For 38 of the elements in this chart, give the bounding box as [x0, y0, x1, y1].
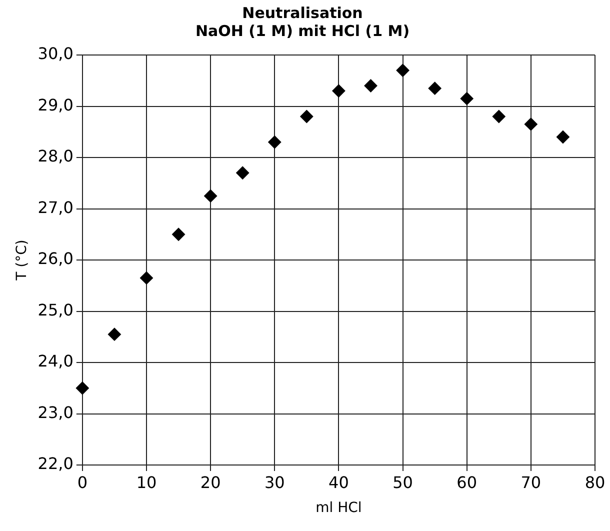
point	[204, 189, 218, 202]
x-tick-label: 10	[136, 472, 157, 492]
point	[140, 271, 153, 284]
point	[460, 92, 474, 106]
y-tick-label: 28,0	[38, 146, 74, 166]
x-tick-label: 30	[264, 472, 285, 492]
point	[492, 110, 506, 123]
point	[524, 118, 538, 131]
point	[396, 64, 410, 77]
point	[428, 82, 442, 95]
y-tick-label: 29,0	[38, 95, 74, 114]
y-axis-title: T (°C)	[14, 240, 30, 282]
x-tick-label: 20	[200, 472, 221, 492]
point	[556, 130, 570, 144]
point	[268, 136, 282, 149]
x-tick-label: 50	[392, 472, 413, 492]
y-tick-label: 22,0	[38, 454, 74, 474]
y-tick-label: 23,0	[38, 402, 74, 422]
point	[172, 228, 186, 241]
y-tick-label: 30,0	[38, 44, 74, 64]
point	[364, 79, 378, 92]
point	[236, 166, 250, 180]
x-tick-label: 40	[328, 472, 349, 492]
text: Neutralisation	[242, 4, 363, 22]
point	[108, 328, 121, 341]
text: NaOH (1 M) mit HCl (1 M)	[195, 22, 410, 40]
point	[332, 84, 346, 98]
x-tick-label: 60	[456, 472, 478, 492]
point	[300, 110, 314, 123]
y-tick-label: 25,0	[38, 300, 74, 320]
point	[76, 382, 89, 395]
y-tick-label: 24,0	[38, 352, 74, 371]
y-tick-label: 27,0	[38, 198, 74, 217]
y-tick-label: 26,0	[38, 249, 74, 268]
x-tick-label: 0	[77, 472, 88, 492]
x-axis-title: ml HCl	[316, 500, 362, 516]
x-tick-label: 70	[520, 472, 542, 492]
x-tick-label: 80	[584, 472, 606, 492]
